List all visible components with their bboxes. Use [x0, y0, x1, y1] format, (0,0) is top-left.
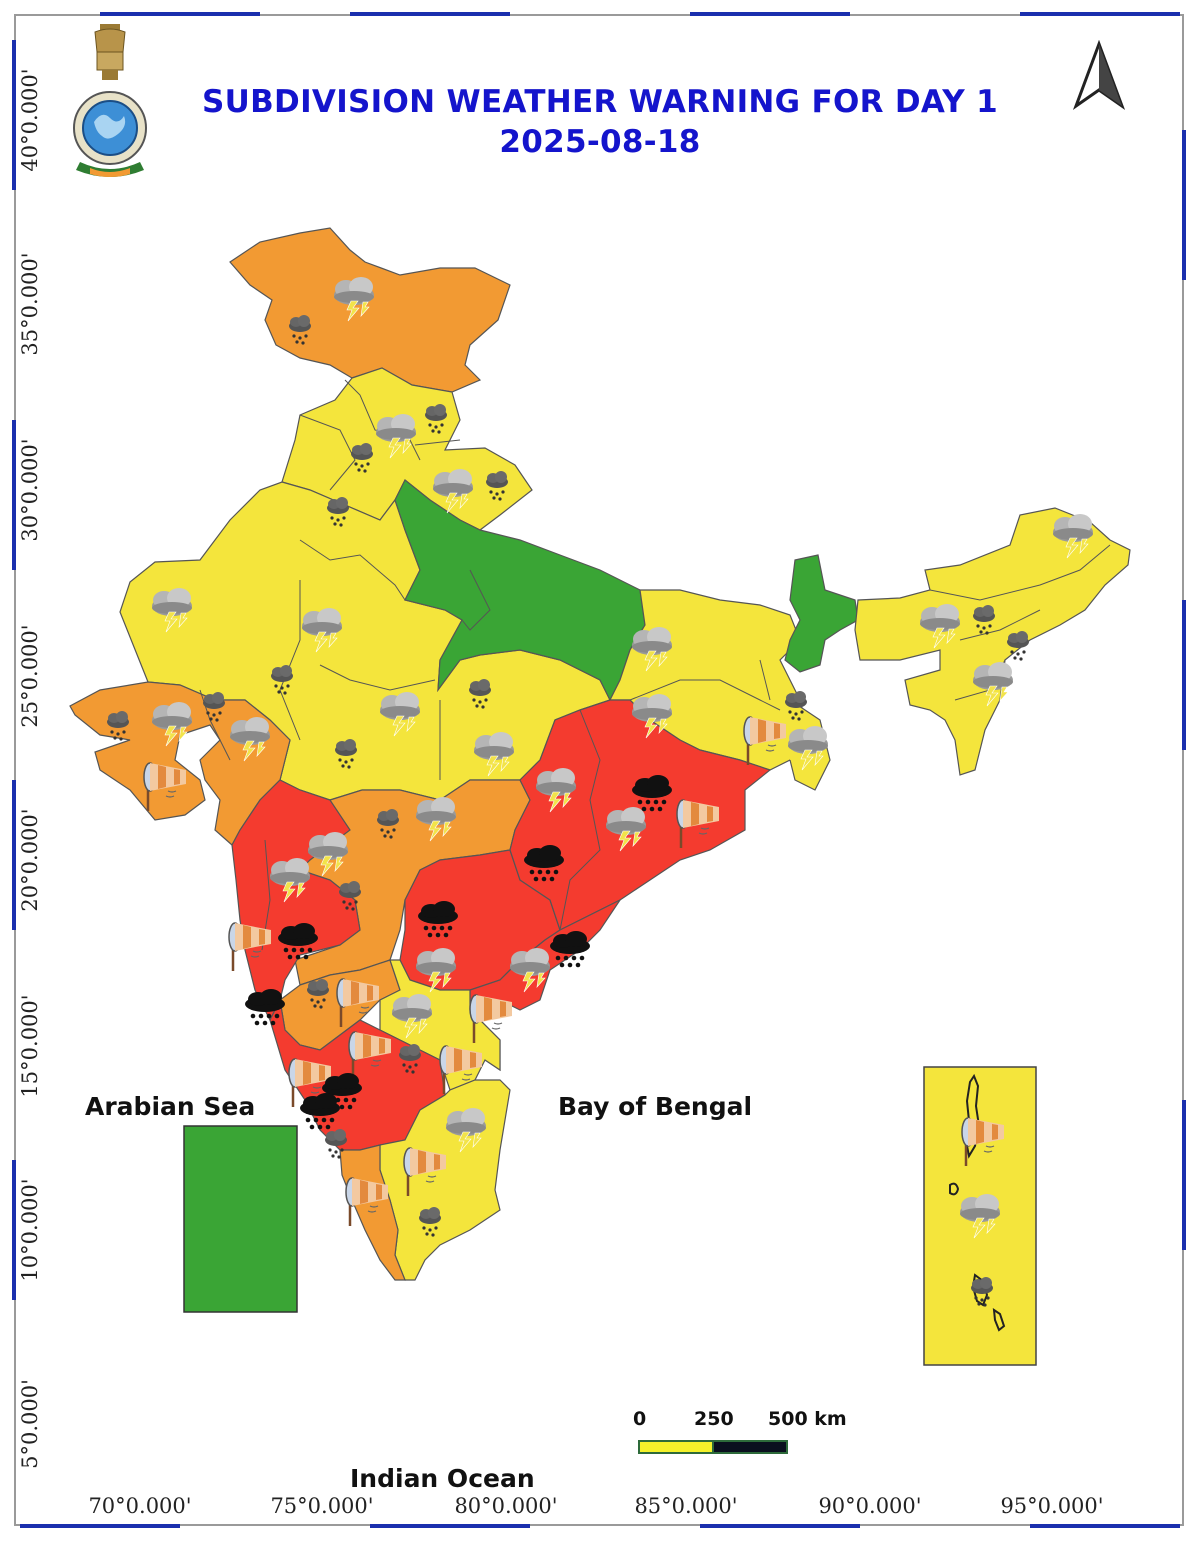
arabian-sea-label: Arabian Sea: [85, 1092, 256, 1121]
frame-tick: [1030, 1524, 1180, 1528]
frame-tick: [12, 420, 16, 570]
longitude-label: 90°0.000': [818, 1494, 922, 1518]
region-jammu-kashmir: [229, 227, 511, 393]
longitude-label: 70°0.000': [88, 1494, 192, 1518]
longitude-label: 75°0.000': [270, 1494, 374, 1518]
indian-ocean-label: Indian Ocean: [350, 1464, 535, 1493]
frame-tick: [370, 1524, 530, 1528]
latitude-label: 5°0.000': [18, 1379, 42, 1469]
frame-tick: [12, 1160, 16, 1300]
frame-tick: [12, 40, 16, 190]
longitude-label: 80°0.000': [454, 1494, 558, 1518]
frame-tick: [700, 1524, 860, 1528]
frame-tick: [1020, 12, 1180, 16]
frame-tick: [690, 12, 850, 16]
frame-tick: [100, 12, 260, 16]
frame-tick: [1182, 130, 1186, 280]
bay-of-bengal-label: Bay of Bengal: [558, 1092, 753, 1121]
region-north-east: [854, 507, 1131, 776]
latitude-label: 40°0.000': [18, 68, 42, 172]
frame-tick: [1182, 600, 1186, 750]
frame-tick: [20, 1524, 180, 1528]
scale-label-mid: 250: [694, 1408, 734, 1430]
longitude-label: 95°0.000': [1000, 1494, 1104, 1518]
frame-tick: [1182, 1100, 1186, 1250]
latitude-label: 20°0.000': [18, 808, 42, 912]
map-frame: [14, 14, 1184, 1526]
region-sub-himalayan-bengal: [784, 554, 859, 673]
latitude-label: 30°0.000': [18, 438, 42, 542]
latitude-label: 35°0.000': [18, 252, 42, 356]
frame-tick: [12, 780, 16, 930]
north-arrow-icon: [1072, 40, 1126, 110]
region-uttar-pradesh: [394, 479, 646, 702]
map-title: SUBDIVISION WEATHER WARNING FOR DAY 1: [202, 84, 998, 120]
lakshadweep-inset: [183, 1125, 298, 1313]
latitude-label: 10°0.000': [18, 1178, 42, 1282]
scale-label-end: 500 km: [768, 1408, 847, 1430]
scale-bar-segment: [712, 1440, 788, 1454]
latitude-label: 15°0.000': [18, 994, 42, 1098]
frame-tick: [350, 12, 510, 16]
scale-label-zero: 0: [633, 1408, 647, 1430]
latitude-label: 25°0.000': [18, 624, 42, 728]
map-date: 2025-08-18: [499, 124, 701, 160]
longitude-label: 85°0.000': [634, 1494, 738, 1518]
imd-emblem-icon: [73, 24, 147, 177]
scale-bar-segment: [638, 1440, 714, 1454]
